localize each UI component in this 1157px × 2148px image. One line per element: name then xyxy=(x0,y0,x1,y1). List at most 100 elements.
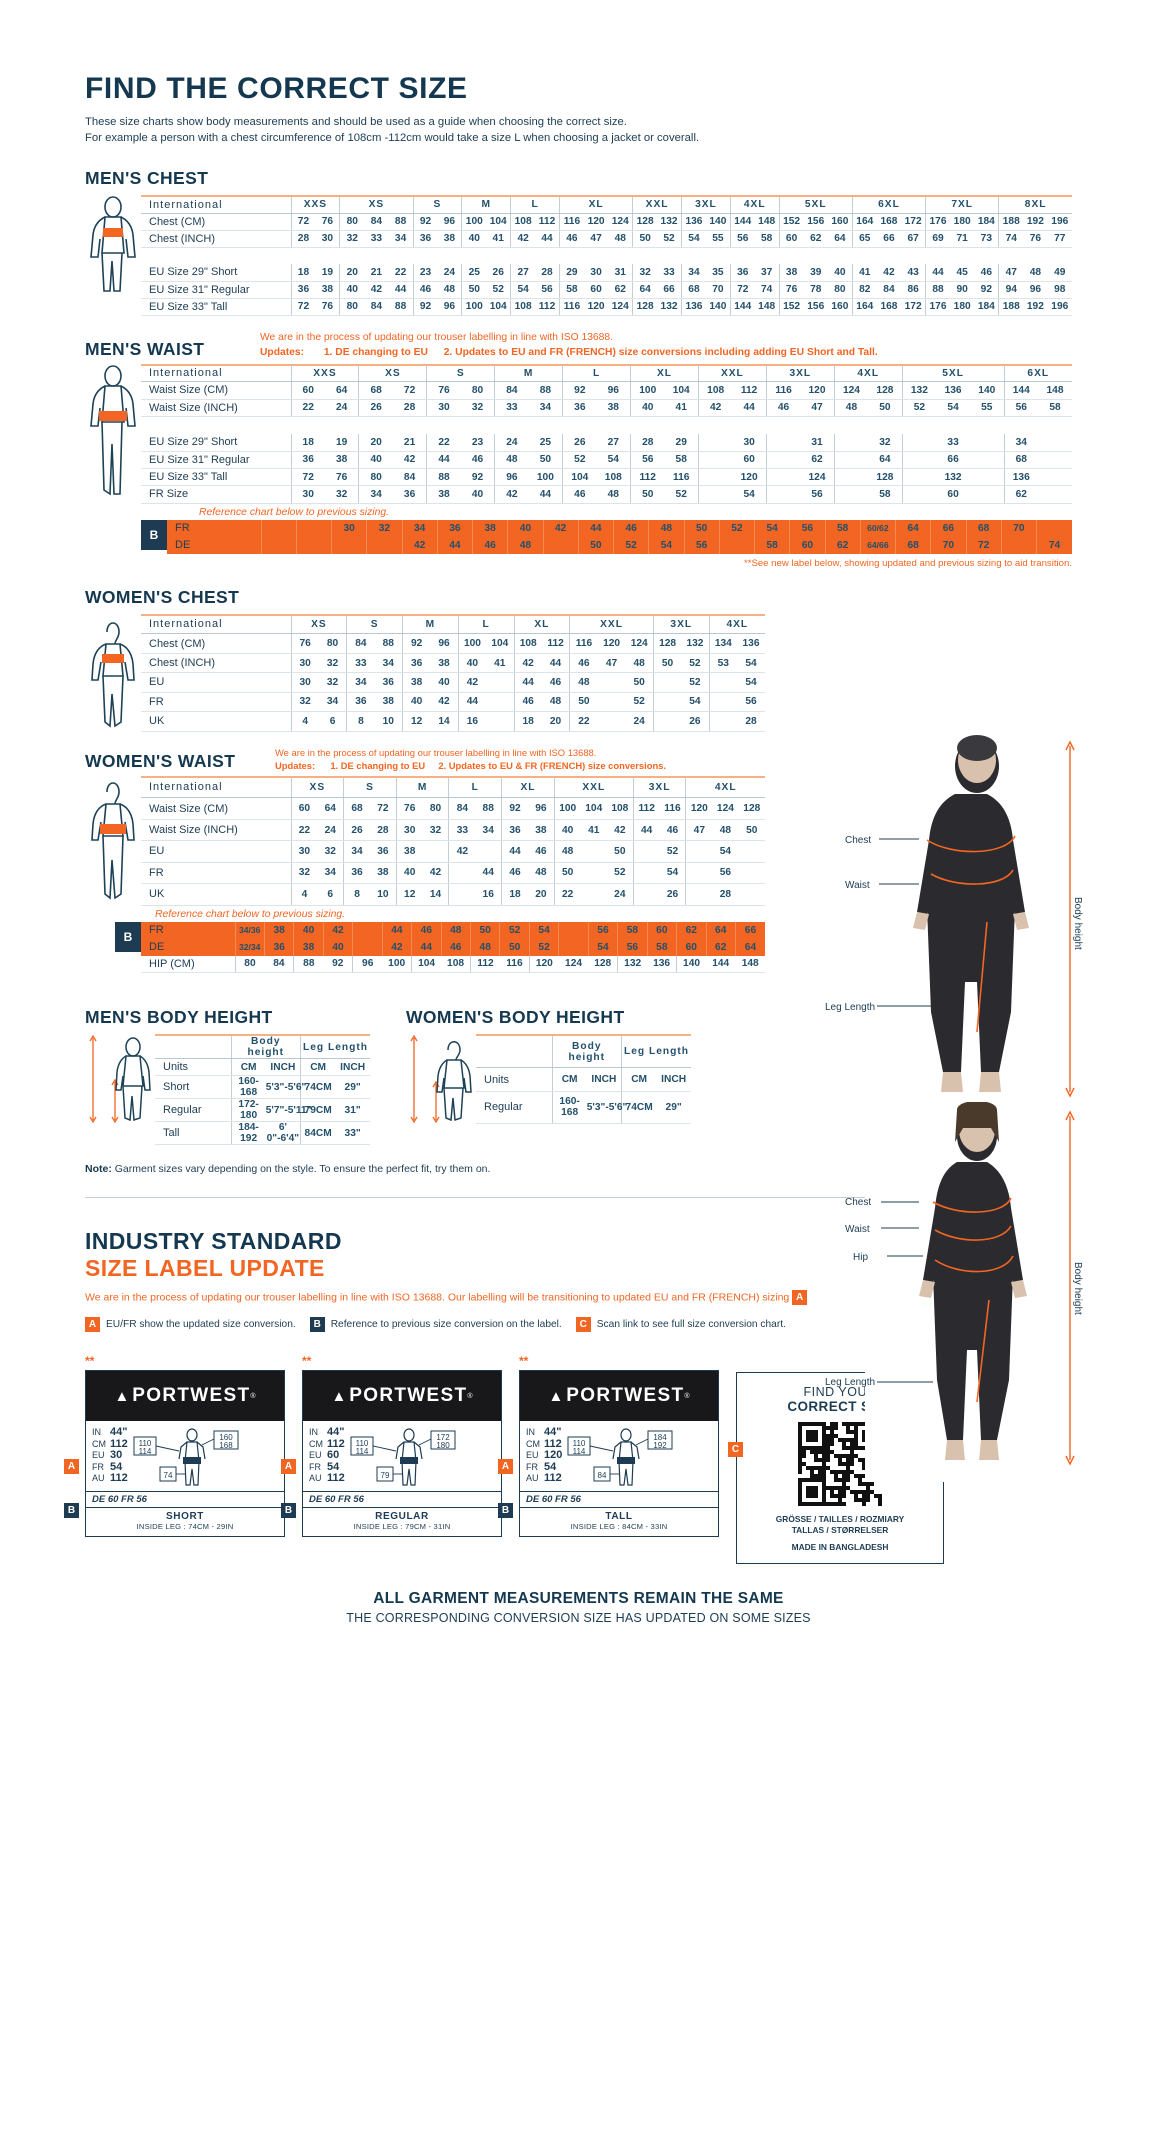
cell: 23 xyxy=(412,264,438,282)
cell: 4 xyxy=(290,883,318,906)
cell: 108 xyxy=(510,298,536,316)
cell: 12 xyxy=(395,883,423,906)
legacy-cell xyxy=(260,536,297,554)
cell: 42 xyxy=(494,485,529,504)
cell: 96 xyxy=(1023,281,1048,299)
bh-group-header-row: Body height Leg Length xyxy=(476,1035,691,1069)
cell: 46 xyxy=(501,862,528,885)
cell: 72 xyxy=(290,213,316,231)
table-row: FR 32 34 36 38 40 42 44 46 48 50 52 54 56 xyxy=(141,862,765,885)
cell: 54 xyxy=(659,862,686,885)
update-item-1: 1. DE changing to EU xyxy=(323,346,428,358)
cell: 40 xyxy=(430,672,459,693)
cell: 42 xyxy=(606,819,634,842)
cell xyxy=(597,672,626,693)
cell: 46 xyxy=(562,485,597,504)
cell: 100 xyxy=(630,381,665,400)
section-title-mens-chest: MEN'S CHEST xyxy=(85,168,209,188)
cell: 84 xyxy=(392,468,427,487)
size-group-header: M xyxy=(395,776,449,799)
table-row: UK 4 6 8 10 12 14 16 18 20 22 24 26 28 xyxy=(141,883,765,906)
cell: 42 xyxy=(364,281,389,299)
cell: 84 xyxy=(346,633,375,654)
label-code-line: CM 112 xyxy=(92,1438,128,1451)
bh-group-leg-length: Leg Length xyxy=(621,1035,691,1069)
cell: 21 xyxy=(364,264,389,282)
legacy-cell: 68 xyxy=(894,536,931,554)
cell: 108 xyxy=(697,381,733,400)
annotation-chest-male: Chest xyxy=(845,835,872,846)
cell: 76 xyxy=(324,468,359,487)
row-label: Waist Size (CM) xyxy=(141,797,291,820)
size-group-header: XXL xyxy=(569,614,654,635)
cell: 76 xyxy=(315,213,340,231)
cell: 128 xyxy=(738,797,765,820)
cell: 188 xyxy=(998,298,1024,316)
cell: 104 xyxy=(562,468,597,487)
legacy-row: FR 34/36 38 40 42 44 46 48 50 52 54 56 58 60 62 64 66 xyxy=(141,921,765,939)
cell: 38 xyxy=(402,672,431,693)
cell: 20 xyxy=(358,433,393,452)
cell: 32 xyxy=(290,862,318,885)
cell: 58 xyxy=(558,281,584,299)
annotation-leglength-female: Leg Length xyxy=(825,1377,876,1388)
cell: 29 xyxy=(664,433,699,452)
cell: 33 xyxy=(936,433,971,452)
cell: 30 xyxy=(315,230,340,248)
annotation-waist-female: Waist xyxy=(845,1224,870,1235)
intro-text: These size charts show body measurements… xyxy=(85,115,1072,146)
label-code-value: 60 xyxy=(327,1449,340,1461)
legacy-cell: 38 xyxy=(293,938,324,956)
size-group-header: 3XL xyxy=(681,196,731,214)
table-row: Chest (CM) 72 76 80 84 88 92 96 100 104 108 112 116 1… xyxy=(141,213,1072,231)
header-label: International xyxy=(141,614,291,635)
cell: 92 xyxy=(402,633,431,654)
chip-c-card[interactable]: C xyxy=(728,1442,743,1457)
bh-cell: 172-180 xyxy=(230,1098,266,1122)
bh-group-body-height: Body height xyxy=(551,1035,622,1069)
cell xyxy=(708,692,737,713)
bh-unit-header: INCH xyxy=(656,1067,691,1092)
cell: 46 xyxy=(412,281,438,299)
cell xyxy=(1037,485,1072,504)
update-line-1-women: We are in the process of updating our tr… xyxy=(275,746,597,758)
cell: 54 xyxy=(737,653,765,674)
legacy-cell: 50 xyxy=(577,536,614,554)
bh-cell: 29" xyxy=(656,1091,691,1125)
label-footer: SHORT INSIDE LEG : 74CM - 29IN xyxy=(86,1507,284,1536)
cell: 36 xyxy=(562,399,597,417)
chip-a-card: A xyxy=(498,1459,513,1474)
cell: 76 xyxy=(395,797,423,820)
size-group-header: XL xyxy=(630,364,699,383)
size-group-header: XL xyxy=(558,196,633,214)
cell: 64 xyxy=(868,451,903,469)
legacy-cell: 50 xyxy=(683,519,720,537)
cell: 40 xyxy=(827,264,853,282)
legacy-cell: 36 xyxy=(436,519,473,537)
cell: 44 xyxy=(475,862,502,885)
cell: 41 xyxy=(664,399,699,417)
legacy-cell xyxy=(330,536,367,554)
cell: 140 xyxy=(970,381,1005,400)
table-row: EU Size 29" Short 18 19 20 21 22 23 24 25 26 27 28 2… xyxy=(141,264,1072,282)
cell: 50 xyxy=(652,653,682,674)
mens-waist-update-notice: We are in the process of updating our tr… xyxy=(260,330,878,360)
legacy-cell: 30 xyxy=(330,519,367,537)
key-chip: C xyxy=(575,1317,591,1332)
cell: 80 xyxy=(318,633,347,654)
header-label: International xyxy=(141,776,291,799)
female-model-annotations: Chest Waist Hip Leg Length Body height xyxy=(815,1102,1155,1482)
cell: 100 xyxy=(457,633,487,654)
cell: 28 xyxy=(630,433,665,452)
legacy-cell: 46 xyxy=(411,921,442,939)
cell: 8 xyxy=(343,883,370,906)
cell: 92 xyxy=(323,955,353,973)
cell: 47 xyxy=(583,230,609,248)
cell: 34 xyxy=(346,672,375,693)
cell: 50 xyxy=(553,862,581,885)
womens-body-height-table: Body height Leg Length Units CM INCH CM INCH Re… xyxy=(476,1034,691,1125)
legacy-cell: 46 xyxy=(612,519,649,537)
cell: 38 xyxy=(430,653,459,674)
mens-chest-table: International XXS XS S M L XL XXL 3XL 4XL 5XL 6XL 7X… xyxy=(141,195,1072,316)
legacy-cell: 44 xyxy=(411,938,442,956)
